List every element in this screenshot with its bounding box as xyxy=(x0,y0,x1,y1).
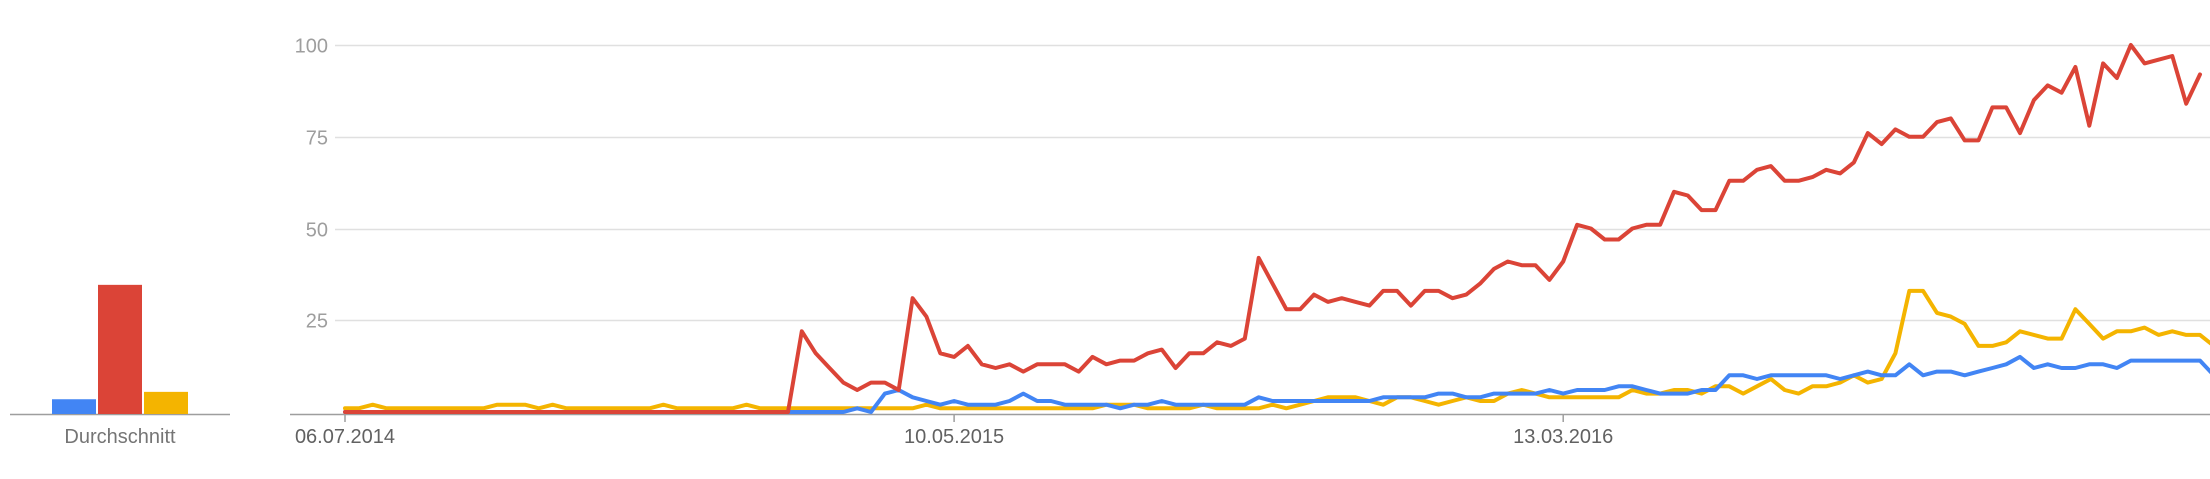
average-bar-3 xyxy=(144,392,188,414)
x-tick-label: 10.05.2015 xyxy=(904,426,1004,448)
y-tick-label: 50 xyxy=(306,220,328,242)
y-tick-label: 100 xyxy=(295,36,328,58)
average-label: Durchschnitt xyxy=(64,426,176,448)
series-line-2 xyxy=(345,357,2210,412)
x-tick-label: 13.03.2016 xyxy=(1513,426,1613,448)
x-tick-label: 06.07.2014 xyxy=(295,426,395,448)
y-tick-label: 75 xyxy=(306,128,328,150)
average-bar-1 xyxy=(52,399,96,414)
y-tick-label: 25 xyxy=(306,311,328,333)
line-chart: 25 50 75 100 06.07.2014 10.05.2015 13.03.2016 xyxy=(290,36,2210,449)
series-line-3 xyxy=(345,291,2210,408)
average-bar-chart: Durchschnitt xyxy=(10,285,230,448)
series-line-1 xyxy=(345,45,2200,412)
average-bar-2 xyxy=(98,285,142,414)
